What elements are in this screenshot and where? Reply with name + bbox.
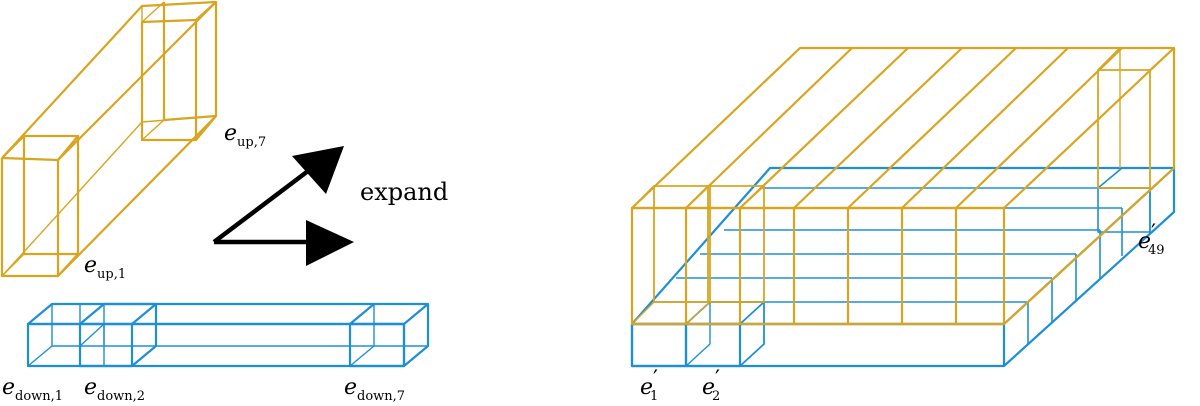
- gold-block-front: [630, 206, 1006, 326]
- blue-cell-7: [348, 322, 406, 368]
- arrow-head-diag: [292, 146, 344, 194]
- blue-slab-right: [1003, 168, 1176, 367]
- label-e-prime-2: e′ 2: [702, 367, 720, 404]
- gold-cell-1-front: [22, 134, 80, 256]
- gold-block-right: [1003, 48, 1176, 325]
- label-e-up-1: eup,1: [84, 253, 126, 282]
- gold-cell-e49: [1097, 69, 1151, 189]
- label-e-prime-1: e′ 1: [640, 367, 658, 404]
- label-e-up-7: eup,7: [224, 121, 266, 150]
- label-e-down-2: edown,2: [84, 375, 145, 404]
- blue-cell-e49: [1097, 187, 1151, 233]
- blue-cell-2: [78, 322, 134, 368]
- gold-bar-front: [0, 156, 60, 278]
- gold-bar-top: [1, 0, 218, 161]
- blue-cell-e1: [630, 322, 688, 368]
- gold-up-bar: [0, 0, 218, 278]
- arrow-head-right: [306, 220, 354, 266]
- label-e-down-1: edown,1: [2, 375, 63, 404]
- gold-cell-e1: [653, 185, 709, 303]
- gold-expanded-block: [630, 46, 1176, 326]
- expand-label: expand: [360, 178, 448, 206]
- expand-arrows: [212, 146, 354, 266]
- label-e-prime-49: e′ 49: [1138, 221, 1165, 258]
- gold-cell-e2: [709, 185, 765, 303]
- blue-slab-front: [630, 322, 1006, 368]
- gold-block-top: [630, 46, 1176, 210]
- blue-bar-front: [26, 322, 406, 368]
- blue-down-bar: [26, 302, 430, 368]
- label-e-down-7: edown,7: [344, 375, 405, 404]
- blue-bar-top: [26, 302, 430, 326]
- blue-cell-e2: [684, 322, 742, 368]
